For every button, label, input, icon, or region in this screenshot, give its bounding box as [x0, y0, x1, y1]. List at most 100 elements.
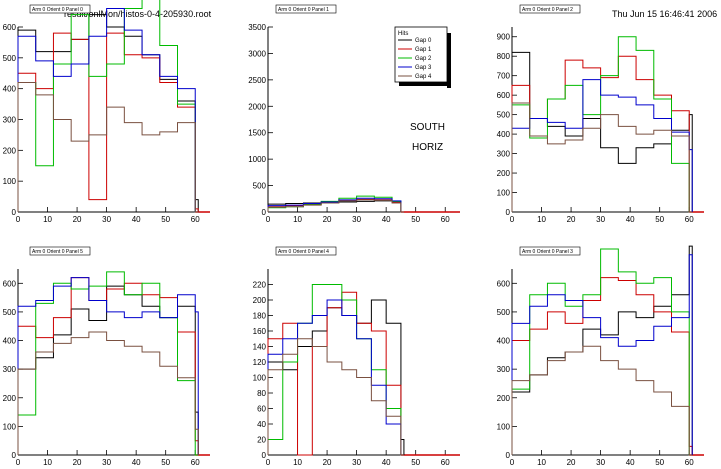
y-tick-label: 400 — [497, 337, 511, 346]
x-tick-label: 40 — [382, 458, 391, 467]
y-tick-label: 100 — [497, 189, 511, 198]
panel-title: Arm 0 Orient 0 Panel 2 — [522, 7, 573, 13]
y-tick-label: 900 — [497, 33, 511, 42]
x-tick-label: 60 — [441, 215, 450, 224]
y-tick-label: 180 — [253, 312, 267, 321]
x-tick-label: 30 — [352, 458, 361, 467]
y-tick-label: 500 — [253, 182, 267, 191]
panel-title-box — [29, 4, 91, 14]
histogram-panel-1: Arm 0 Orient 0 Panel 1 0 10 20 30 40 50 60 0 500 1… — [248, 4, 460, 224]
y-tick-label: 0 — [262, 208, 267, 217]
y-tick-label: 40 — [257, 420, 266, 429]
x-tick-label: 30 — [352, 215, 361, 224]
x-tick-label: 60 — [441, 458, 450, 467]
y-tick-label: 0 — [12, 451, 17, 460]
y-tick-label: 500 — [497, 308, 511, 317]
x-tick-label: 0 — [16, 458, 21, 467]
y-tick-label: 3500 — [248, 23, 266, 32]
legend-entry: Gap 4 — [415, 74, 432, 80]
x-tick-label: 0 — [16, 215, 21, 224]
x-tick-label: 10 — [293, 215, 302, 224]
x-tick-label: 20 — [567, 215, 576, 224]
file-path-label: result/onlMon/histos-0-4-205930.root — [64, 9, 212, 19]
x-tick-label: 60 — [685, 215, 694, 224]
y-tick-label: 100 — [3, 177, 17, 186]
x-tick-label: 30 — [102, 458, 111, 467]
x-tick-label: 40 — [132, 215, 141, 224]
series-gap-3 — [511, 254, 693, 455]
y-tick-label: 140 — [253, 343, 267, 352]
series-gap-1 — [511, 277, 693, 455]
y-tick-label: 0 — [506, 451, 511, 460]
y-tick-label: 0 — [262, 451, 267, 460]
series-gap-4 — [267, 338, 404, 456]
y-tick-label: 200 — [253, 296, 267, 305]
y-tick-label: 300 — [497, 365, 511, 374]
x-tick-label: 10 — [43, 458, 52, 467]
series-gap-3 — [17, 277, 199, 455]
x-tick-label: 0 — [266, 458, 271, 467]
x-tick-label: 10 — [293, 458, 302, 467]
y-tick-label: 500 — [3, 308, 17, 317]
histogram-panel-2: Arm 0 Orient 0 Panel 20 10 20 30 40 50 6001002… — [497, 4, 704, 224]
x-tick-label: 10 — [537, 458, 546, 467]
x-tick-label: 30 — [596, 215, 605, 224]
y-tick-label: 200 — [497, 169, 511, 178]
x-tick-label: 60 — [191, 215, 200, 224]
y-tick-label: 0 — [12, 208, 17, 217]
y-tick-label: 300 — [3, 365, 17, 374]
x-tick-label: 10 — [537, 215, 546, 224]
legend-shadow-bottom — [399, 82, 451, 86]
panel-title: Arm 0 Orient 0 Panel 1 — [278, 7, 329, 13]
histogram-panel-0: Arm 0 Orient 0 Panel 00 10 20 30 40 50 6001002… — [3, 0, 210, 224]
y-tick-label: 100 — [3, 422, 17, 431]
x-tick-label: 30 — [596, 458, 605, 467]
y-tick-label: 500 — [497, 111, 511, 120]
series-gap-1 — [511, 55, 693, 213]
timestamp-label: Thu Jun 15 16:46:41 2006 — [612, 9, 718, 19]
panel-title: Arm 0 Orient 0 Panel 4 — [278, 249, 329, 255]
panel-title-box — [519, 246, 581, 256]
panel-title-box — [275, 4, 337, 14]
x-tick-label: 40 — [382, 215, 391, 224]
y-tick-label: 1500 — [248, 129, 266, 138]
x-tick-label: 20 — [567, 458, 576, 467]
x-tick-label: 50 — [411, 215, 420, 224]
y-tick-label: 400 — [497, 130, 511, 139]
series-gap-3 — [511, 79, 693, 212]
legend-entry: Gap 3 — [415, 65, 432, 71]
series-gap-0 — [17, 14, 199, 212]
series-gap-1 — [17, 32, 199, 212]
series-gap-4 — [267, 199, 404, 213]
histogram-panel-4: Arm 0 Orient 0 Panel 4 0 10 20 30 40 50 60 0 20 40… — [253, 246, 460, 467]
x-tick-label: 20 — [323, 215, 332, 224]
y-tick-label: 220 — [253, 281, 267, 290]
y-tick-label: 100 — [253, 374, 267, 383]
series-gap-1 — [17, 277, 199, 455]
y-tick-label: 600 — [497, 279, 511, 288]
series-gap-4 — [511, 345, 693, 456]
y-tick-label: 200 — [3, 394, 17, 403]
panel-title-box — [275, 246, 337, 256]
series-gap-0 — [511, 51, 693, 212]
series-gap-4 — [17, 82, 199, 213]
y-tick-label: 60 — [257, 405, 266, 414]
series-gap-2 — [511, 36, 693, 213]
y-tick-label: 1000 — [248, 155, 266, 164]
legend-entry: Gap 0 — [415, 38, 432, 44]
y-tick-label: 300 — [497, 150, 511, 159]
x-tick-label: 50 — [655, 458, 664, 467]
panel-title-box — [519, 4, 581, 14]
y-tick-label: 200 — [3, 146, 17, 155]
x-tick-label: 0 — [266, 215, 271, 224]
legend-shadow — [447, 33, 451, 88]
x-tick-label: 20 — [323, 458, 332, 467]
x-tick-label: 60 — [191, 458, 200, 467]
x-tick-label: 20 — [73, 215, 82, 224]
x-tick-label: 50 — [411, 458, 420, 467]
series-gap-2 — [17, 0, 199, 213]
panel-title: Arm 0 Orient 0 Panel 0 — [32, 7, 83, 13]
series-gap-1 — [267, 291, 404, 456]
x-tick-label: 50 — [161, 215, 170, 224]
